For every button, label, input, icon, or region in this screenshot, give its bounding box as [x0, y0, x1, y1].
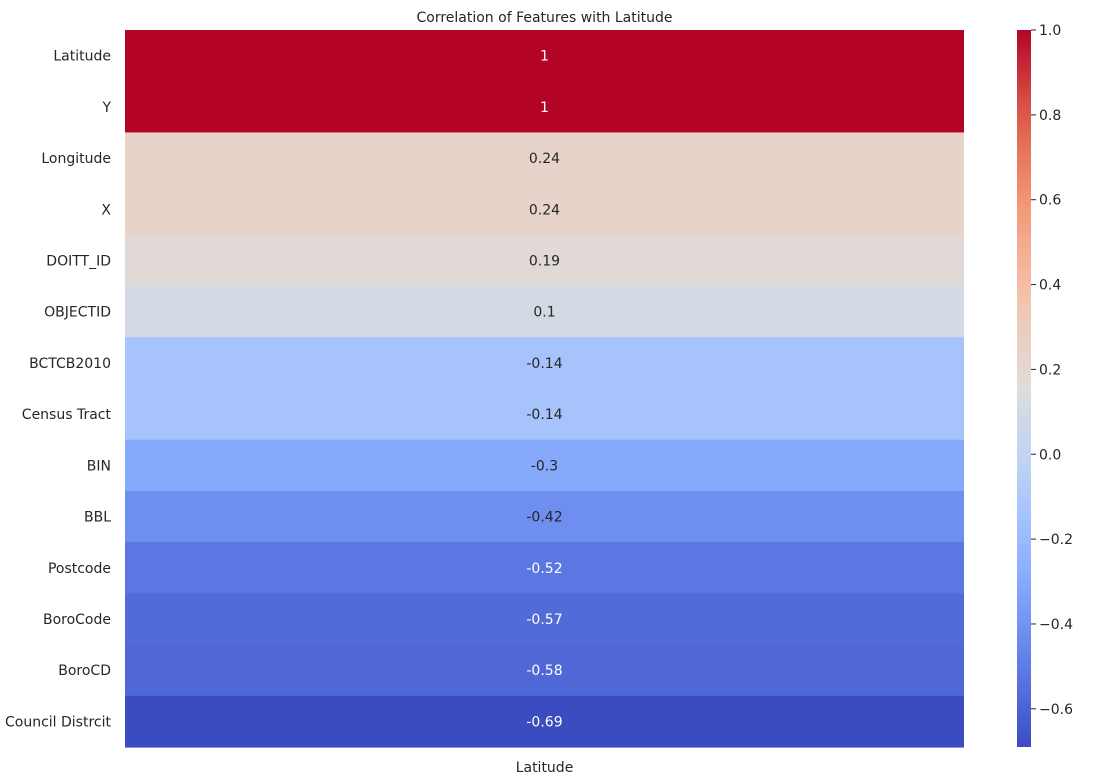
heatmap-cell-postcode [125, 542, 964, 594]
chart-title: Correlation of Features with Latitude [416, 10, 672, 26]
cell-annotation-bbl: -0.42 [526, 510, 562, 526]
heatmap-cell-council-distrcit [125, 695, 964, 748]
cell-annotation-latitude: 1 [540, 49, 549, 65]
heatmap-cell-objectid [125, 286, 964, 338]
cell-annotation-bin: -0.3 [531, 458, 558, 474]
row-label-x: X [101, 202, 111, 218]
cell-annotation-borocd: -0.58 [526, 663, 562, 679]
cell-annotation-bctcb2010: -0.14 [526, 356, 562, 372]
row-label-objectid: OBJECTID [44, 305, 111, 321]
colorbar-tick-label: 0.0 [1039, 447, 1061, 463]
row-label-latitude: Latitude [53, 49, 111, 65]
colorbar-tick-label: 0.6 [1039, 193, 1061, 209]
row-label-borocd: BoroCD [58, 663, 111, 679]
heatmap-cell-longitude [125, 132, 964, 185]
cell-annotation-postcode: -0.52 [526, 561, 562, 577]
heatmap-cell-x [125, 183, 964, 236]
heatmap-cell-y [125, 81, 964, 134]
heatmap-cell-census-tract [125, 388, 964, 441]
row-label-postcode: Postcode [48, 561, 111, 577]
heatmap-cell-latitude [125, 30, 964, 82]
cell-annotation-council-distrcit: -0.69 [526, 714, 562, 730]
colorbar: 1.0 0.8 0.6 0.4 0.2 0.0 −0.2 −0.4 −0.6 [1017, 23, 1073, 747]
column-label-latitude: Latitude [516, 760, 574, 776]
colorbar-tick-label: −0.4 [1039, 617, 1073, 633]
colorbar-tick-label: 1.0 [1039, 23, 1061, 39]
cell-annotation-objectid: 0.1 [533, 305, 555, 321]
heatmap-cell-bbl [125, 490, 964, 543]
row-label-doitt-id: DOITT_ID [46, 253, 111, 269]
colorbar-tick-label: 0.4 [1039, 278, 1061, 294]
heatmap-cell-doitt-id [125, 234, 964, 287]
row-labels: Latitude Y Longitude X DOITT_ID OBJECTID BCTCB… [5, 49, 112, 731]
colorbar-tick-label: −0.6 [1039, 702, 1073, 718]
colorbar-tick-label: 0.8 [1039, 108, 1061, 124]
column-labels: Latitude [516, 760, 574, 776]
cell-annotation-census-tract: -0.14 [526, 407, 562, 423]
heatmap-cell-bin [125, 439, 964, 492]
row-label-council-distrcit: Council Distrcit [5, 714, 112, 730]
heatmap-cell-borocode [125, 593, 964, 646]
row-label-bin: BIN [87, 458, 111, 474]
row-label-bctcb2010: BCTCB2010 [29, 356, 111, 372]
cell-annotation-x: 0.24 [529, 202, 560, 218]
heatmap-cell-borocd [125, 644, 964, 697]
row-label-census-tract: Census Tract [22, 407, 112, 423]
colorbar-tick-label: −0.2 [1039, 532, 1073, 548]
cell-annotation-doitt-id: 0.19 [529, 253, 560, 269]
heatmap-cells: 1 1 0.24 0.24 0.19 0.1 -0.14 -0.14 -0.3 -0.42 -0.5… [125, 30, 964, 748]
cell-annotation-y: 1 [540, 100, 549, 116]
row-label-y: Y [101, 100, 111, 116]
colorbar-tick-label: 0.2 [1039, 362, 1061, 378]
row-label-bbl: BBL [84, 510, 111, 526]
heatmap-cell-bctcb2010 [125, 337, 964, 390]
cell-annotation-longitude: 0.24 [529, 151, 560, 167]
row-label-longitude: Longitude [41, 151, 111, 167]
colorbar-gradient [1017, 30, 1031, 747]
cell-annotation-borocode: -0.57 [526, 612, 562, 628]
row-label-borocode: BoroCode [43, 612, 111, 628]
